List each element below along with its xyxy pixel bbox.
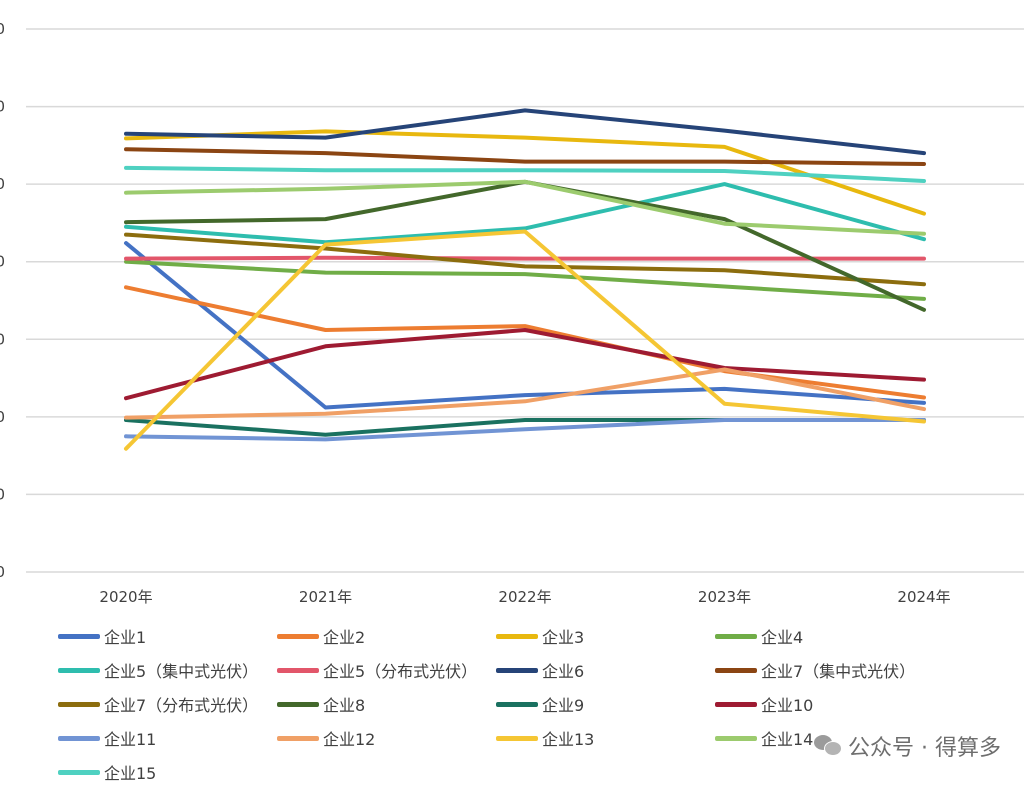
legend-item: 企业3: [496, 622, 584, 650]
y-tick-label: 0: [0, 20, 5, 38]
series-line-17: [124, 165, 926, 183]
legend-swatch: [277, 667, 319, 673]
x-tick-label: 2020年: [99, 588, 152, 606]
legend-label: 企业7（分布式光伏）: [104, 696, 259, 715]
legend-swatch: [715, 667, 757, 673]
legend-item: 企业2: [277, 622, 365, 650]
series-line-9: [124, 232, 926, 287]
legend-label: 企业8: [323, 696, 366, 715]
legend-item: 企业5（集中式光伏）: [58, 656, 258, 684]
legend-item: 企业6: [496, 656, 584, 684]
legend-label: 企业5（集中式光伏）: [104, 662, 259, 681]
series-line-1: [124, 241, 926, 410]
legend-item: 企业15: [58, 758, 156, 786]
watermark-text: 公众号 · 得算多: [848, 736, 1001, 761]
legend-label: 企业5（分布式光伏）: [323, 662, 478, 681]
series-line-6: [124, 255, 926, 261]
legend-swatch: [58, 633, 100, 639]
legend-swatch: [715, 735, 757, 741]
legend-item: 企业9: [496, 690, 584, 718]
legend-label: 企业11: [104, 730, 157, 749]
legend-swatch: [58, 769, 100, 775]
legend-label: 企业12: [323, 730, 376, 749]
legend-label: 企业1: [104, 628, 147, 647]
legend-item: 企业5（分布式光伏）: [277, 656, 477, 684]
legend-label: 企业2: [323, 628, 366, 647]
series-line-5: [124, 182, 926, 245]
legend-label: 企业14: [761, 730, 814, 749]
series-line-14: [124, 367, 926, 420]
legend-swatch: [277, 633, 319, 639]
legend-item: 企业7（分布式光伏）: [58, 690, 258, 718]
series-line-15: [124, 229, 926, 451]
series-lines: [124, 108, 926, 451]
y-axis-ticks: 0 0 0 0 0 0 0 0: [0, 20, 5, 581]
series-line-13: [124, 418, 926, 442]
legend-label: 企业15: [104, 764, 157, 783]
watermark: 公众号 · 得算多: [814, 730, 1001, 762]
legend-item: 企业11: [58, 724, 156, 752]
y-tick-label: 0: [0, 175, 5, 193]
series-line-3: [124, 129, 926, 216]
x-tick-label: 2024年: [897, 588, 950, 606]
legend-label: 企业7（集中式光伏）: [761, 662, 916, 681]
y-tick-label: 0: [0, 563, 5, 581]
y-tick-label: 0: [0, 98, 5, 116]
legend-swatch: [58, 735, 100, 741]
series-line-2: [124, 285, 926, 400]
legend-item: 企业14: [715, 724, 813, 752]
legend-swatch: [58, 667, 100, 673]
legend-item: 企业12: [277, 724, 375, 752]
legend-label: 企业3: [542, 628, 585, 647]
wechat-icon: [814, 735, 843, 757]
legend-item: 企业4: [715, 622, 803, 650]
legend-label: 企业4: [761, 628, 804, 647]
legend-label: 企业13: [542, 730, 595, 749]
legend-swatch: [277, 735, 319, 741]
legend-swatch: [496, 633, 538, 639]
legend-label: 企业6: [542, 662, 585, 681]
legend-swatch: [715, 633, 757, 639]
x-axis-ticks: 2020年 2021年 2022年 2023年 2024年: [99, 588, 950, 606]
legend-swatch: [496, 701, 538, 707]
legend-swatch: [496, 735, 538, 741]
legend-item: 企业10: [715, 690, 813, 718]
x-tick-label: 2021年: [299, 588, 352, 606]
series-line-7: [124, 108, 926, 156]
legend-swatch: [496, 667, 538, 673]
legend-item: 企业8: [277, 690, 365, 718]
y-tick-label: 0: [0, 408, 5, 426]
series-line-8: [124, 147, 926, 166]
legend-swatch: [715, 701, 757, 707]
legend-item: 企业1: [58, 622, 146, 650]
x-tick-label: 2023年: [698, 588, 751, 606]
y-tick-label: 0: [0, 253, 5, 271]
legend-swatch: [277, 701, 319, 707]
y-tick-label: 0: [0, 485, 5, 503]
legend-item: 企业13: [496, 724, 594, 752]
series-line-16: [124, 179, 926, 236]
legend-label: 企业9: [542, 696, 585, 715]
legend-item: 企业7（集中式光伏）: [715, 656, 915, 684]
x-tick-label: 2022年: [498, 588, 551, 606]
legend-label: 企业10: [761, 696, 814, 715]
series-line-4: [124, 259, 926, 301]
series-line-12: [124, 328, 926, 401]
y-tick-label: 0: [0, 330, 5, 348]
legend-swatch: [58, 701, 100, 707]
